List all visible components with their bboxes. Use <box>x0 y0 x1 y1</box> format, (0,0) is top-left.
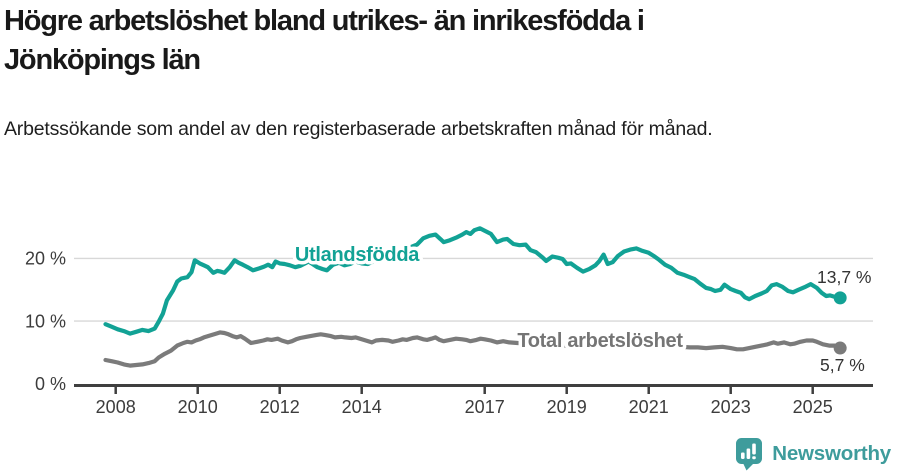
page-title: Högre arbetslöshet bland utrikes- än inr… <box>4 5 645 76</box>
series-line-1 <box>103 330 843 368</box>
series-end-dot-0 <box>833 291 847 305</box>
series-label-1: Total arbetslöshet <box>517 330 683 352</box>
series-line-0 <box>103 226 843 336</box>
brand-footer: Newsworthy <box>735 437 891 471</box>
x-axis-tick-label: 2008 <box>96 397 136 417</box>
x-axis-tick-label: 2023 <box>711 397 751 417</box>
y-axis-tick-label: 10 % <box>25 311 66 331</box>
x-axis-tick-label: 2019 <box>547 397 587 417</box>
brand-name: Newsworthy <box>772 442 891 465</box>
y-axis-tick-label: 0 % <box>35 374 66 394</box>
x-axis-tick-label: 2017 <box>465 397 505 417</box>
x-axis-tick-label: 2014 <box>342 397 382 417</box>
series-end-dot-1 <box>833 341 847 355</box>
series-end-value-label-1: 5,7 % <box>820 355 865 375</box>
x-axis-tick-label: 2010 <box>178 397 218 417</box>
newsworthy-logo-icon <box>736 438 763 471</box>
series-end-value-label-0: 13,7 % <box>817 267 871 287</box>
x-axis-tick-label: 2012 <box>260 397 300 417</box>
page-subtitle: Arbetssökande som andel av den registerb… <box>4 118 713 140</box>
series-label-0: Utlandsfödda <box>295 244 420 266</box>
x-axis-tick-label: 2021 <box>629 397 669 417</box>
y-axis-tick-label: 20 % <box>25 249 66 269</box>
x-axis-tick-label: 2025 <box>793 397 833 417</box>
